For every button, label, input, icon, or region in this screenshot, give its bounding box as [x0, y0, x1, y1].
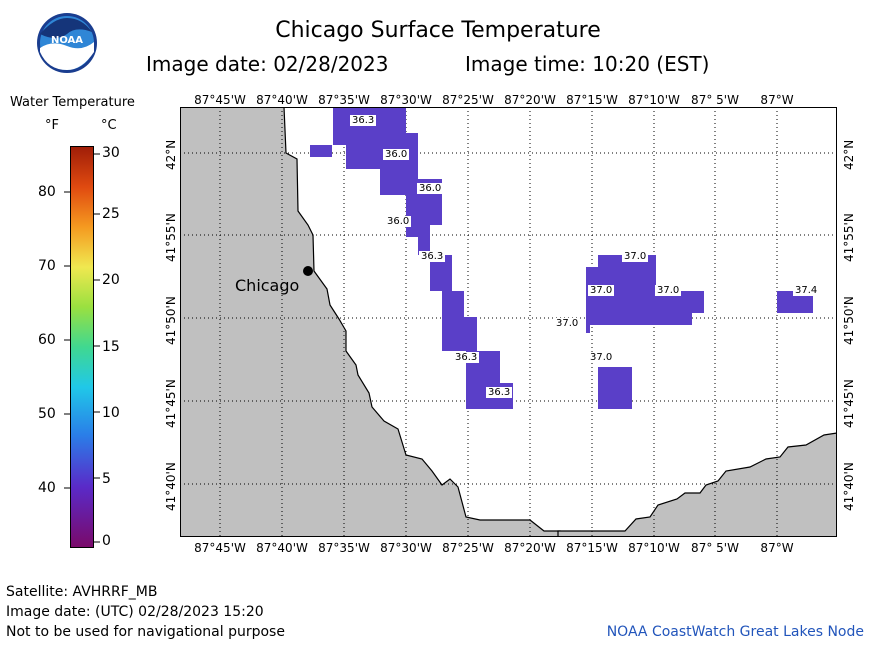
color-bar-ticks [60, 146, 100, 548]
node-credit: NOAA CoastWatch Great Lakes Node [606, 624, 864, 640]
logo-text: NOAA [51, 35, 83, 46]
page-title: Chicago Surface Temperature [275, 18, 601, 43]
f-tick-70: 70 [38, 258, 56, 274]
lon-label-top: 87°15'W [566, 93, 618, 107]
lon-label-bottom: 87°45'W [194, 541, 246, 555]
lon-label-bottom: 87°35'W [318, 541, 370, 555]
temp-label: 37.4 [793, 285, 820, 296]
lat-label-right: 41°55'N [842, 213, 856, 262]
lon-label-bottom: 87°30'W [380, 541, 432, 555]
lon-label-bottom: 87°10'W [628, 541, 680, 555]
lon-label-bottom: 87° 5'W [691, 541, 739, 555]
land-south [557, 432, 838, 538]
scale-title: Water Temperature [10, 95, 135, 110]
c-tick-5: 5 [102, 471, 111, 487]
lat-label-right: 41°50'N [842, 296, 856, 345]
f-tick-60: 60 [38, 332, 56, 348]
map-panel [179, 106, 838, 538]
lon-label-bottom: 87°15'W [566, 541, 618, 555]
city-label: Chicago [235, 276, 300, 295]
lon-label-bottom: 87°25'W [442, 541, 494, 555]
image-time: Image time: 10:20 (EST) [465, 52, 710, 76]
land-west [179, 106, 561, 538]
temp-label: 37.0 [554, 318, 581, 329]
noaa-logo: NOAA [36, 12, 98, 74]
temp-label: 36.0 [417, 183, 444, 194]
temp-label: 36.0 [385, 216, 412, 227]
celsius-unit: °C [101, 118, 117, 133]
disclaimer: Not to be used for navigational purpose [6, 624, 285, 640]
c-tick-20: 20 [102, 272, 120, 288]
lon-label-top: 87°30'W [380, 93, 432, 107]
temp-label: 36.0 [383, 149, 410, 160]
f-tick-80: 80 [38, 184, 56, 200]
chicago-marker [303, 266, 313, 276]
lon-label-bottom: 87°20'W [504, 541, 556, 555]
temp-label: 36.3 [350, 115, 377, 126]
image-date: Image date: 02/28/2023 [146, 52, 389, 76]
lon-label-top: 87°35'W [318, 93, 370, 107]
temperature-color-bar [70, 146, 94, 548]
c-tick-10: 10 [102, 405, 120, 421]
lat-label-left: 41°55'N [164, 213, 178, 262]
c-tick-30: 30 [102, 145, 120, 161]
f-tick-40: 40 [38, 480, 56, 496]
temp-label: 36.3 [419, 251, 446, 262]
temp-label: 37.0 [588, 285, 615, 296]
lon-label-top: 87° 5'W [691, 93, 739, 107]
fahrenheit-unit: °F [45, 118, 59, 133]
temp-label: 36.3 [486, 387, 513, 398]
utc-date-info: Image date: (UTC) 02/28/2023 15:20 [6, 604, 264, 620]
lon-label-top: 87°W [760, 93, 794, 107]
lon-label-bottom: 87°W [760, 541, 794, 555]
lon-label-top: 87°10'W [628, 93, 680, 107]
temp-label: 37.0 [588, 352, 615, 363]
temp-label: 37.0 [622, 251, 649, 262]
lon-label-top: 87°45'W [194, 93, 246, 107]
lat-label-right: 42°N [842, 139, 856, 170]
lon-label-bottom: 87°40'W [256, 541, 308, 555]
f-tick-50: 50 [38, 406, 56, 422]
lon-label-top: 87°25'W [442, 93, 494, 107]
lat-label-left: 41°50'N [164, 296, 178, 345]
lat-label-right: 41°45'N [842, 379, 856, 428]
lat-label-left: 41°40'N [164, 462, 178, 511]
lat-label-left: 42°N [164, 139, 178, 170]
temp-label: 36.3 [453, 352, 480, 363]
c-tick-25: 25 [102, 206, 120, 222]
temp-label: 37.0 [655, 285, 682, 296]
c-tick-15: 15 [102, 339, 120, 355]
satellite-info: Satellite: AVHRRF_MB [6, 584, 158, 600]
lat-label-left: 41°45'N [164, 379, 178, 428]
lat-label-right: 41°40'N [842, 462, 856, 511]
lon-label-top: 87°40'W [256, 93, 308, 107]
c-tick-0: 0 [102, 533, 111, 549]
lon-label-top: 87°20'W [504, 93, 556, 107]
